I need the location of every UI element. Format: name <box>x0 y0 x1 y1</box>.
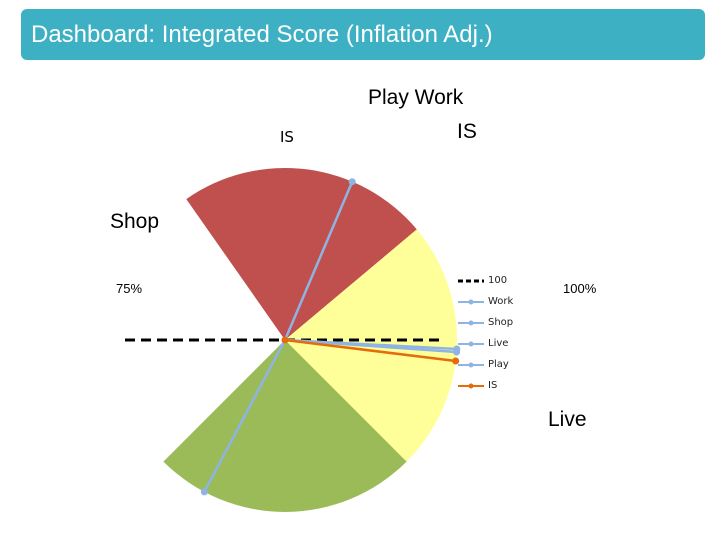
legend-swatch-is <box>458 383 484 388</box>
play-work-label: Play Work <box>368 86 464 109</box>
legend-swatch-live <box>458 341 484 346</box>
zone-green <box>163 340 407 512</box>
series-play-point <box>453 345 461 353</box>
is-label-left: IS <box>280 128 294 146</box>
legend-item-play: Play <box>458 354 513 375</box>
title-bar: Dashboard: Integrated Score (Inflation A… <box>21 9 705 60</box>
legend-label-is: IS <box>488 380 498 391</box>
legend-label-play: Play <box>488 359 509 370</box>
series-shop-line <box>283 181 354 341</box>
pct-75-label: 75% <box>116 281 143 296</box>
series-is-line <box>284 338 456 363</box>
chart-legend: 100 Work Shop Live Play IS <box>458 270 513 396</box>
legend-swatch-work <box>458 299 484 304</box>
legend-label-work: Work <box>488 296 514 307</box>
series-is-point <box>452 357 460 365</box>
zone-red <box>186 167 417 340</box>
legend-swatch-100 <box>458 279 484 282</box>
series-play-line <box>284 338 457 351</box>
legend-swatch-shop <box>458 320 484 325</box>
legend-item-work: Work <box>458 291 513 312</box>
legend-label-shop: Shop <box>488 317 514 328</box>
series-live-line <box>203 339 287 493</box>
live-label: Live <box>548 408 587 431</box>
legend-item-is: IS <box>458 375 513 396</box>
is-label-right: IS <box>457 120 477 143</box>
page-title: Dashboard: Integrated Score (Inflation A… <box>31 20 493 48</box>
legend-item-shop: Shop <box>458 312 513 333</box>
legend-swatch-play <box>458 362 484 367</box>
legend-item-100: 100 <box>458 270 513 291</box>
pct-100-label: 100% <box>563 281 597 296</box>
legend-label-100: 100 <box>488 275 508 286</box>
series-shop-point <box>348 178 356 186</box>
gauge-center-point <box>281 336 289 344</box>
legend-item-live: Live <box>458 333 513 354</box>
shop-label: Shop <box>110 210 160 233</box>
series-live-point <box>200 488 208 496</box>
legend-label-live: Live <box>488 338 509 349</box>
